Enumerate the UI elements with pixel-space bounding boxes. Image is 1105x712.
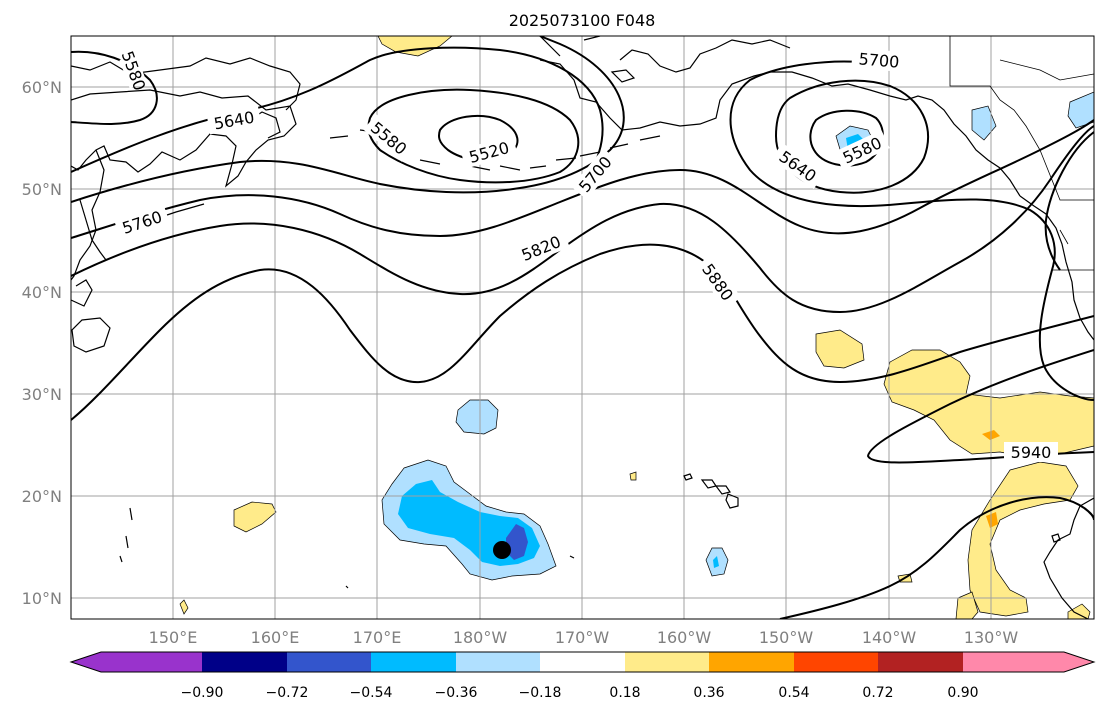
lon-tick-label: 180°W	[453, 628, 508, 647]
lat-axis: 60°N 50°N 40°N 30°N 20°N 10°N	[22, 78, 62, 608]
lon-tick-label: 160°W	[657, 628, 712, 647]
positive-anomaly-area	[883, 349, 1094, 459]
colorbar-tick-label: 0.90	[947, 685, 978, 701]
colorbar-tick-label: −0.18	[519, 685, 562, 701]
lat-tick-label: 30°N	[22, 385, 62, 404]
colorbar-extend-high	[1064, 652, 1094, 672]
colorbar-tick-label: −0.36	[435, 685, 478, 701]
contour-5820	[71, 125, 1094, 314]
contour-label: 5760	[120, 207, 165, 238]
colorbar-tick-label: 0.54	[778, 685, 809, 701]
lon-tick-label: 170°E	[353, 628, 402, 647]
colorbar-tick-label: −0.90	[181, 685, 224, 701]
contour-5700-west	[71, 36, 625, 203]
colorbar-segment	[371, 652, 456, 672]
contour-5580-west	[71, 50, 158, 125]
contour-5580-alaska	[809, 109, 884, 167]
colorbar-tick-label: 0.36	[693, 685, 724, 701]
contour-5640-alaska	[774, 79, 929, 194]
positive-anomaly-area	[967, 461, 1079, 617]
graticule	[71, 36, 1094, 619]
lon-tick-label: 170°W	[555, 628, 610, 647]
lon-tick-label: 150°W	[759, 628, 814, 647]
colorbar: −0.90 −0.72 −0.54 −0.36 −0.18 0.18 0.36 …	[69, 651, 1096, 701]
contour-label: 5580	[118, 48, 150, 93]
contour-label: 5820	[519, 232, 564, 265]
lat-tick-label: 10°N	[22, 589, 62, 608]
positive-anomaly-area	[1067, 603, 1091, 619]
contour-5700-alaska	[729, 60, 1094, 401]
map-title: 2025073100 F048	[509, 11, 656, 30]
colorbar-tick-label: 0.72	[862, 685, 893, 701]
lat-tick-label: 60°N	[22, 78, 62, 97]
lat-tick-label: 50°N	[22, 180, 62, 199]
negative-anomaly-core	[713, 556, 719, 568]
colorbar-segment	[878, 652, 963, 672]
contour-label: 5520	[467, 138, 511, 167]
colorbar-outline	[69, 651, 1096, 673]
political-borders	[949, 36, 1094, 271]
height-contours	[71, 36, 1094, 619]
lat-tick-label: 40°N	[22, 283, 62, 302]
lon-tick-label: 150°E	[149, 628, 198, 647]
map-area: 5580 5640 5520 5580 5700 5760 5820 5880 …	[71, 36, 1094, 619]
colorbar-segment	[287, 652, 371, 672]
lat-tick-label: 20°N	[22, 487, 62, 506]
positive-anomaly-area	[179, 599, 189, 615]
colorbar-tick-label: −0.72	[266, 685, 309, 701]
contour-5880	[71, 243, 1094, 421]
positive-anomaly-area	[815, 329, 865, 369]
lon-tick-label: 130°W	[964, 628, 1019, 647]
map-frame	[70, 35, 1095, 620]
negative-anomaly-area	[455, 399, 499, 435]
strong-positive-anomaly	[986, 512, 998, 528]
colorbar-segment	[625, 652, 709, 672]
positive-anomaly-area	[233, 501, 277, 533]
positive-anomaly-area	[377, 36, 453, 57]
colorbar-extend-low	[71, 652, 101, 672]
strong-negative-anomaly	[506, 524, 528, 560]
colorbar-tick-label: 0.18	[609, 685, 640, 701]
contour-label: 5640	[212, 108, 255, 134]
colorbar-segment	[456, 652, 540, 672]
lon-tick-label: 160°E	[251, 628, 300, 647]
storm-center-marker	[493, 541, 511, 559]
contour-5760	[71, 119, 1094, 239]
contour-5880-east	[779, 496, 1094, 619]
colorbar-labels: −0.90 −0.72 −0.54 −0.36 −0.18 0.18 0.36 …	[181, 685, 979, 701]
contour-5760-east	[1044, 131, 1094, 271]
contour-5580-center	[367, 88, 580, 184]
negative-anomaly-area	[971, 105, 997, 141]
lon-tick-label: 140°W	[862, 628, 917, 647]
colorbar-segment	[101, 652, 202, 672]
colorbar-segment	[202, 652, 287, 672]
shaded-anomalies	[179, 36, 1094, 619]
colorbar-segment	[540, 652, 625, 672]
positive-anomaly-area	[955, 591, 979, 619]
colorbar-segment	[709, 652, 794, 672]
colorbar-segments	[69, 651, 1096, 673]
contour-label: 5940	[1011, 443, 1052, 462]
contour-label: 5700	[858, 49, 900, 71]
contour-5940	[866, 349, 1094, 464]
colorbar-segment	[963, 652, 1064, 672]
lon-axis: 150°E 160°E 170°E 180°W 170°W 160°W 150°…	[149, 628, 1019, 647]
contour-5640	[71, 46, 604, 185]
positive-anomaly-area	[629, 471, 637, 481]
colorbar-tick-label: −0.54	[350, 685, 393, 701]
colorbar-segment	[794, 652, 878, 672]
